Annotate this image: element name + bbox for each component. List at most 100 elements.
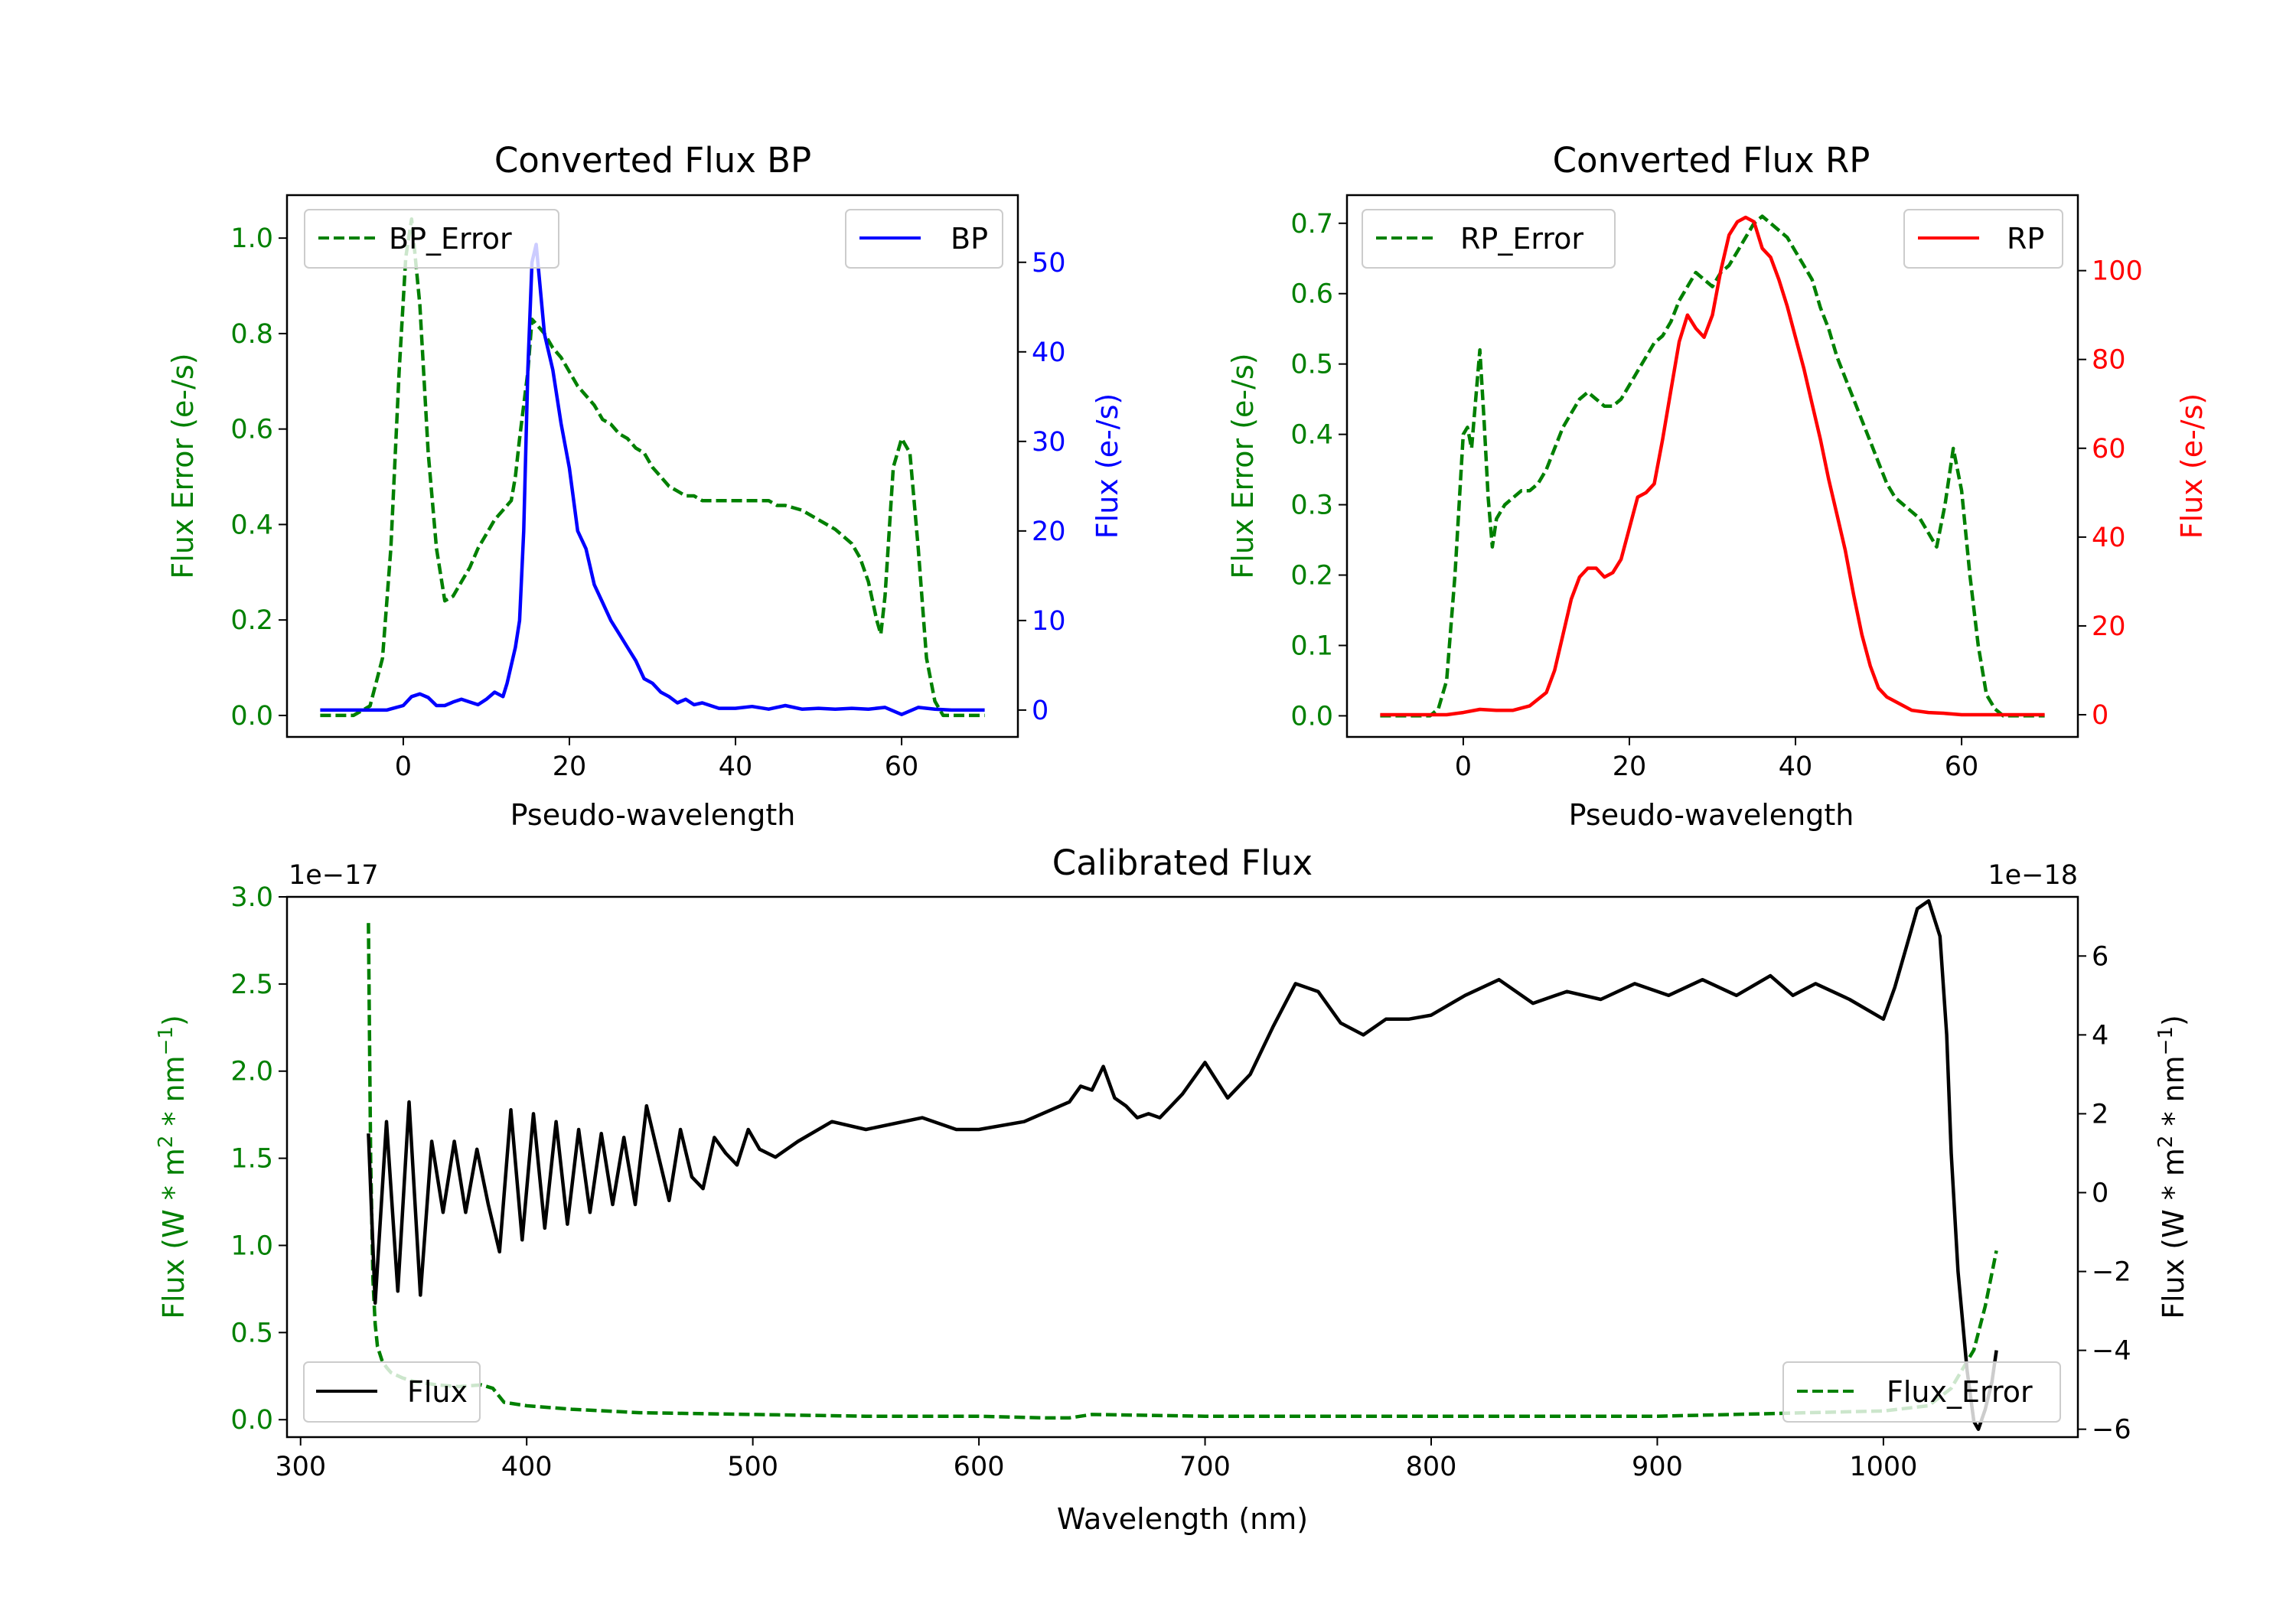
calibrated-legend-flux-box — [303, 1361, 481, 1423]
calibrated-right-y-tick-label: −4 — [2092, 1336, 2131, 1367]
bp-bp-line — [320, 243, 985, 716]
rp-left-y-tick-label: 0.0 — [1290, 701, 1333, 732]
calibrated-plot-area — [367, 898, 1998, 1431]
rp-x-tick-label: 40 — [1779, 751, 1813, 782]
rp-title: Converted Flux RP — [1553, 140, 1870, 181]
bp-right-y-tick-label: 50 — [1032, 248, 1066, 279]
bp-left-y-tick-label: 0.0 — [230, 701, 273, 732]
calibrated-left-y-tick-label: 1.0 — [230, 1231, 273, 1261]
calibrated-right-y-tick-label: −6 — [2092, 1415, 2131, 1446]
calibrated-x-tick-label: 1000 — [1849, 1452, 1917, 1482]
rp-left-y-tick-label: 0.5 — [1290, 350, 1333, 380]
bp-right-y-tick-label: 20 — [1032, 517, 1066, 547]
rp-legend-error-label: RP_Error — [1460, 222, 1583, 256]
bp-chart: Converted Flux BP 0 20 40 60 0.0 0.2 0.4 0.6 0.8… — [166, 140, 1124, 832]
calibrated-right-y-tick-label: 0 — [2092, 1178, 2108, 1208]
bp-legend-error: BP_Error — [304, 209, 559, 269]
calibrated-x-tick-label: 700 — [1179, 1452, 1231, 1482]
rp-axes: 0 20 40 60 0.0 0.1 0.2 0.3 0.4 0.5 0.6 0.7 0 20 40 60 80… — [1290, 209, 2142, 782]
calibrated-legend-error-box — [1782, 1361, 2061, 1423]
bp-right-axis-label: Flux (e-/s) — [1091, 393, 1124, 539]
calibrated-chart: Calibrated Flux 300 400 500 600 700 800 900 100… — [155, 843, 2190, 1536]
rp-right-y-tick-label: 20 — [2092, 611, 2126, 642]
rp-legend-error-box — [1362, 209, 1616, 269]
rp-right-y-tick-label: 40 — [2092, 523, 2126, 553]
bp-right-y-tick-label: 0 — [1032, 696, 1049, 726]
rp-rp-line — [1380, 215, 2045, 717]
rp-right-y-tick-label: 80 — [2092, 345, 2126, 376]
calibrated-flux-error-line — [367, 923, 1998, 1420]
bp-x-axis-label: Pseudo-wavelength — [510, 798, 796, 832]
rp-legend-flux-label: RP — [2007, 222, 2044, 256]
rp-plot-frame — [1345, 194, 2079, 738]
bp-left-y-tick-label: 0.2 — [230, 605, 273, 636]
rp-x-tick-label: 20 — [1613, 751, 1647, 782]
bp-title: Converted Flux BP — [494, 140, 811, 181]
rp-left-y-tick-label: 0.6 — [1290, 279, 1333, 310]
calibrated-left-y-tick-label: 0.5 — [230, 1318, 273, 1348]
rp-left-y-tick-label: 0.3 — [1290, 491, 1333, 521]
calibrated-right-y-tick-label: 2 — [2092, 1099, 2108, 1129]
calibrated-right-y-tick-label: 6 — [2092, 941, 2108, 972]
rp-left-y-tick-label: 0.7 — [1290, 209, 1333, 240]
calibrated-x-tick-label: 300 — [275, 1452, 326, 1482]
rp-x-axis-label: Pseudo-wavelength — [1569, 798, 1854, 832]
rp-left-axis-label: Flux Error (e-/s) — [1226, 353, 1260, 579]
bp-x-tick-label: 40 — [719, 751, 753, 782]
bp-x-tick-label: 60 — [885, 751, 919, 782]
calibrated-x-tick-label: 400 — [501, 1452, 553, 1482]
bp-left-y-tick-label: 0.6 — [230, 415, 273, 445]
rp-x-tick-label: 0 — [1455, 751, 1472, 782]
calibrated-x-axis-label: Wavelength (nm) — [1057, 1502, 1308, 1536]
bp-axes: 0 20 40 60 0.0 0.2 0.4 0.6 0.8 1.0 0 10 20 30 40 50 — [230, 223, 1065, 782]
rp-rp-error-line — [1380, 214, 2045, 718]
calibrated-x-tick-label: 600 — [954, 1452, 1005, 1482]
rp-left-y-tick-label: 0.2 — [1290, 561, 1333, 592]
calibrated-legend-error: Flux_Error — [1782, 1361, 2061, 1423]
calibrated-left-y-tick-label: 3.0 — [230, 882, 273, 913]
rp-chart: Converted Flux RP 0 20 40 60 0.0 0.1 0.2 0.3 0.4… — [1226, 140, 2209, 832]
rp-right-y-tick-label: 0 — [2092, 700, 2108, 731]
bp-right-y-tick-label: 10 — [1032, 606, 1066, 637]
calibrated-right-axis-label: Flux (W * m2 * nm−1) — [2154, 1015, 2190, 1319]
calibrated-plot-frame — [285, 895, 2079, 1439]
rp-x-tick-label: 60 — [1945, 751, 1979, 782]
rp-legend-flux-box — [1903, 209, 2063, 269]
rp-left-y-tick-label: 0.4 — [1290, 420, 1333, 451]
bp-legend-flux-label: BP — [951, 222, 988, 256]
calibrated-x-tick-label: 800 — [1406, 1452, 1457, 1482]
rp-left-y-tick-label: 0.1 — [1290, 631, 1333, 661]
bp-right-y-tick-label: 40 — [1032, 337, 1066, 368]
rp-right-y-tick-label: 100 — [2092, 256, 2143, 287]
calibrated-legend-flux-label: Flux — [407, 1375, 468, 1409]
calibrated-legend-error-label: Flux_Error — [1887, 1375, 2033, 1409]
bp-legend-error-label: BP_Error — [389, 222, 512, 256]
calibrated-right-offset-label: 1e−18 — [1988, 860, 2078, 891]
bp-plot-area — [320, 217, 985, 718]
calibrated-left-y-tick-label: 2.0 — [230, 1057, 273, 1087]
bp-legend-error-box — [304, 209, 559, 269]
rp-right-axis-label: Flux (e-/s) — [2175, 393, 2209, 539]
bp-bp-error-line — [320, 217, 985, 718]
calibrated-x-tick-label: 900 — [1632, 1452, 1683, 1482]
bp-left-y-tick-label: 0.8 — [230, 319, 273, 350]
calibrated-x-tick-label: 500 — [727, 1452, 778, 1482]
calibrated-axes: 300 400 500 600 700 800 900 1000 0.0 0.5 1.0 1.5 2.0… — [230, 882, 2131, 1482]
calibrated-left-offset-label: 1e−17 — [289, 860, 379, 891]
bp-right-y-tick-label: 30 — [1032, 427, 1066, 458]
calibrated-title: Calibrated Flux — [1052, 843, 1313, 883]
calibrated-left-y-tick-label: 0.0 — [230, 1405, 273, 1436]
bp-plot-frame — [285, 194, 1019, 738]
rp-right-y-tick-label: 60 — [2092, 434, 2126, 464]
calibrated-left-axis-label: Flux (W * m2 * nm−1) — [155, 1015, 191, 1319]
bp-x-tick-label: 0 — [395, 751, 412, 782]
bp-legend-flux: BP — [845, 209, 1003, 269]
calibrated-flux-line — [367, 898, 1998, 1431]
bp-legend-flux-box — [845, 209, 1003, 269]
bp-x-tick-label: 20 — [553, 751, 587, 782]
calibrated-left-y-tick-label: 1.5 — [230, 1144, 273, 1175]
calibrated-left-y-tick-label: 2.5 — [230, 970, 273, 1000]
calibrated-legend-flux: Flux — [303, 1361, 481, 1423]
calibrated-right-y-tick-label: 4 — [2092, 1020, 2108, 1051]
